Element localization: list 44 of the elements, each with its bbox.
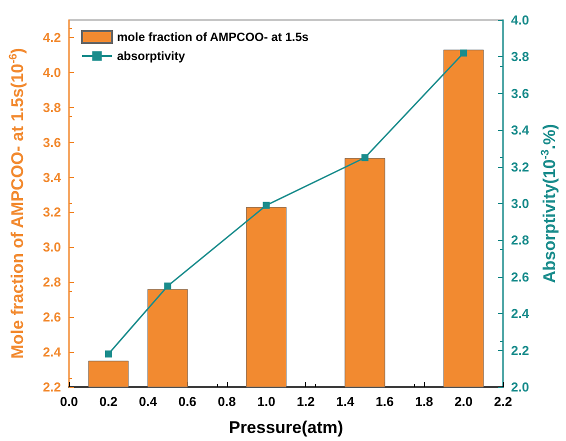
y-axis-title: Mole fraction of AMPCOO- at 1.5s(10-6) bbox=[8, 48, 27, 359]
y-tick-label: 3.2 bbox=[42, 204, 61, 220]
y2-tick-label: 3.2 bbox=[511, 159, 530, 174]
point bbox=[262, 202, 270, 209]
y2-tick-label: 2.4 bbox=[511, 306, 530, 322]
x-axis-title: Pressure(atm) bbox=[228, 418, 344, 437]
x-tick-label: 1.6 bbox=[376, 394, 394, 409]
x-tick-label: 2.2 bbox=[494, 394, 512, 409]
y2-tick-label: 2.6 bbox=[511, 269, 530, 284]
y-tick-label: 3.8 bbox=[42, 100, 61, 115]
y2-tick-label: 3.0 bbox=[511, 196, 530, 211]
y2-tick-label: 2.0 bbox=[511, 380, 530, 394]
y2-tick-label: 4.0 bbox=[511, 12, 530, 28]
y-tick-label: 2.2 bbox=[42, 380, 61, 394]
x-tick-label: 0.0 bbox=[60, 394, 78, 409]
x-tick-label: 0.4 bbox=[138, 394, 158, 409]
y-tick-label: 4.0 bbox=[42, 64, 61, 80]
x-tick-label: 0.8 bbox=[218, 394, 236, 409]
y2-tick-label: 2.2 bbox=[511, 342, 530, 358]
x-tick-label: 0.2 bbox=[99, 394, 118, 409]
x-tick-label: 1.8 bbox=[415, 394, 434, 409]
x-tick-label: 1.2 bbox=[296, 394, 315, 409]
y2-tick-label: 3.8 bbox=[511, 49, 530, 64]
y2-tick-label: 3.6 bbox=[511, 86, 530, 101]
point bbox=[104, 350, 112, 358]
y-tick-label: 2.8 bbox=[42, 274, 61, 290]
y-tick-label: 3.0 bbox=[42, 240, 61, 255]
point bbox=[361, 154, 368, 162]
y2-axis-title: Absorptivity(10-3.%) bbox=[540, 124, 559, 284]
legend-label: mole fraction of AMPCOO- at 1.5s bbox=[117, 30, 309, 44]
y-tick-label: 3.6 bbox=[42, 134, 61, 150]
point bbox=[164, 282, 172, 290]
y-tick-label: 4.2 bbox=[42, 30, 61, 45]
x-tick-label: 1.4 bbox=[336, 394, 356, 409]
legend-label: absorptivity bbox=[117, 49, 186, 63]
x-tick-label: 0.6 bbox=[178, 394, 196, 409]
point bbox=[460, 50, 468, 57]
y2-tick-label: 2.8 bbox=[511, 232, 530, 248]
x-tick-label: 2.0 bbox=[454, 394, 473, 409]
y2-tick-label: 3.4 bbox=[511, 122, 530, 138]
y-tick-label: 3.4 bbox=[42, 170, 62, 185]
y-tick-label: 2.4 bbox=[42, 344, 62, 360]
x-tick-label: 1.0 bbox=[257, 394, 276, 409]
y-tick-label: 2.6 bbox=[42, 310, 61, 325]
